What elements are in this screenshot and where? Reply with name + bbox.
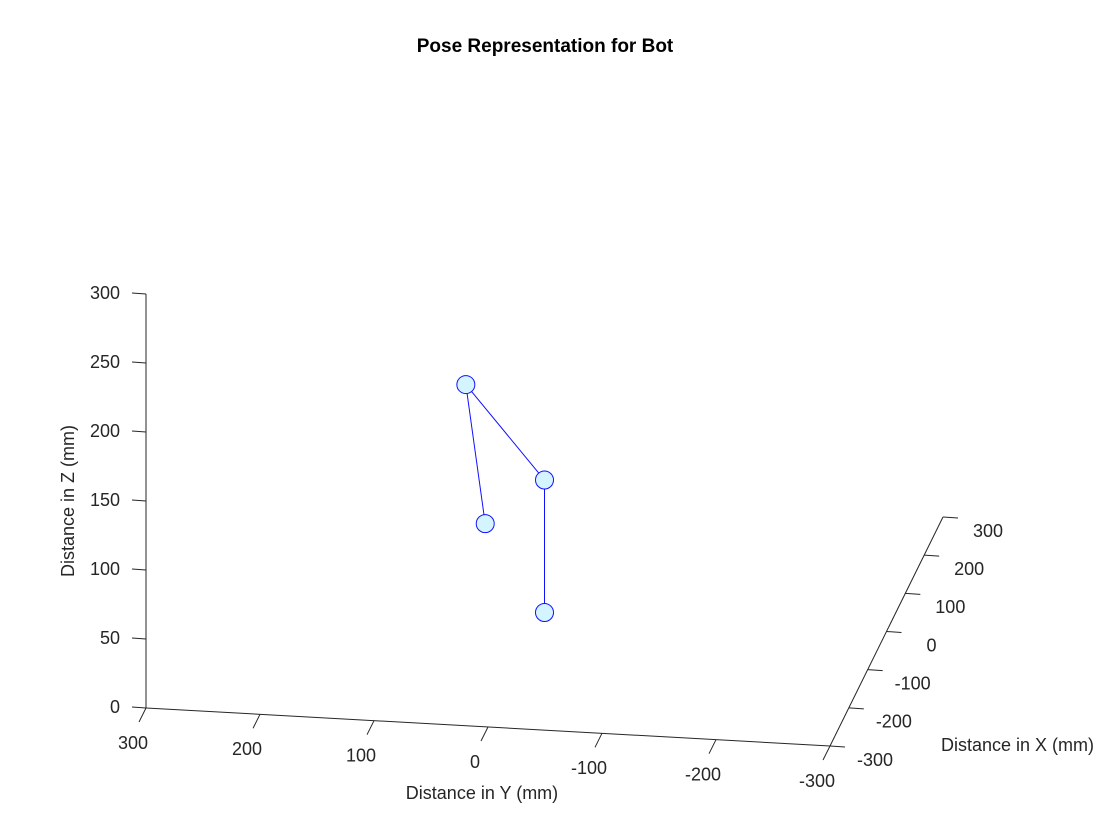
y-tick: [252, 714, 261, 729]
x-tick-label: 300: [973, 521, 1003, 541]
z-tick-label: 300: [90, 283, 120, 303]
x-tick: [924, 554, 940, 557]
y-tick-label: 300: [118, 733, 148, 753]
y-tick: [822, 745, 831, 761]
x-tick-label: -200: [876, 712, 912, 732]
y-tick: [708, 739, 717, 754]
joint-marker: [456, 375, 476, 395]
x-tick: [905, 592, 921, 595]
z-tick-label: 0: [110, 697, 120, 717]
x-tick: [886, 631, 902, 633]
joint-marker: [535, 470, 554, 490]
x-tick-label: 100: [935, 597, 965, 617]
z-tick-label: 150: [90, 490, 120, 510]
z-tick-label: 200: [90, 421, 120, 441]
z-tick: [131, 361, 147, 364]
pose-line: [465, 382, 545, 613]
z-tick-label: 100: [90, 559, 120, 579]
y-tick: [366, 720, 375, 735]
x-tick: [867, 669, 883, 672]
y-tick-label: -300: [799, 771, 835, 791]
z-tick: [131, 568, 147, 571]
joint-marker: [535, 603, 554, 622]
y-tick-label: -100: [571, 758, 607, 778]
chart-title: Pose Representation for Bot: [417, 36, 674, 57]
z-tick: [131, 706, 147, 709]
y-tick-label: -200: [685, 764, 721, 784]
y-tick: [594, 733, 603, 748]
z-axis-label: Distance in Z (mm): [58, 425, 78, 577]
x-tick: [848, 707, 864, 710]
z-tick: [131, 637, 147, 640]
x-tick-label: 200: [954, 559, 984, 579]
y-tick: [138, 707, 147, 723]
x-tick: [829, 745, 846, 748]
x-tick-label: -100: [895, 673, 931, 693]
z-tick: [131, 292, 147, 295]
x-axis-label: Distance in X (mm): [941, 735, 1094, 755]
x-tick-label: 0: [926, 635, 936, 655]
z-tick-label: 50: [100, 628, 120, 648]
z-tick: [131, 499, 147, 502]
y-tick-label: 200: [232, 739, 262, 759]
z-tick-label: 250: [90, 352, 120, 372]
x-tick: [942, 516, 959, 519]
y-tick-label: 0: [470, 752, 480, 772]
y-axis-label: Distance in Y (mm): [406, 783, 558, 803]
y-tick-label: 100: [346, 745, 376, 765]
joint-marker: [475, 514, 495, 534]
x-tick-label: -300: [857, 750, 893, 770]
y-tick: [480, 726, 489, 742]
z-tick: [131, 430, 147, 433]
